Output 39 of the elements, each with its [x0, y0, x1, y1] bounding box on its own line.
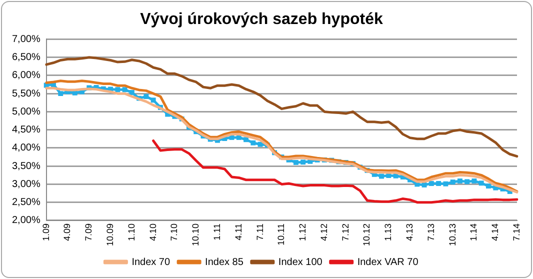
y-tick-label: 2,50%: [12, 197, 40, 208]
y-tick-label: 3,50%: [12, 160, 40, 172]
y-tick-label: 6,00%: [12, 70, 40, 82]
legend-label: Index 70: [132, 256, 170, 268]
x-tick-label: 4.12: [318, 223, 329, 242]
x-tick-label: 7.10: [169, 223, 180, 242]
y-tick-label: 4,00%: [12, 142, 40, 154]
legend-label: Index VAR 70: [357, 256, 419, 268]
y-tick-label: 7,00%: [12, 34, 40, 45]
x-tick-label: 10.12: [362, 223, 372, 246]
x-tick-label: 7.13: [426, 223, 436, 242]
y-tick-label: 3,00%: [12, 178, 40, 190]
y-tick-label: 6,50%: [12, 52, 40, 64]
x-tick-label: 7.11: [254, 223, 265, 240]
x-tick-label: 4.11: [233, 223, 244, 240]
y-tick-label: 5,50%: [12, 88, 40, 100]
x-tick-label: 4.09: [62, 223, 72, 242]
x-tick-label: 1.12: [298, 223, 308, 242]
x-tick-label: 10.10: [190, 223, 201, 246]
x-tick-label: 4.13: [404, 223, 415, 242]
x-tick-label: 7.14: [511, 223, 522, 242]
x-tick-label: 10.13: [447, 223, 458, 246]
x-tick-label: 7.09: [84, 223, 94, 242]
x-tick-label: 1.14: [468, 223, 479, 242]
x-tick-label: 4.14: [490, 223, 500, 242]
x-tick-label: 10.09: [105, 223, 116, 246]
x-tick-label: 10.11: [276, 223, 286, 246]
legend-label: Index 85: [205, 256, 244, 268]
y-tick-label: 4,50%: [12, 124, 40, 136]
x-tick-label: 1.09: [40, 223, 51, 242]
legend-label: Index 100: [278, 256, 323, 268]
x-tick-label: 1.13: [383, 223, 394, 242]
x-tick-label: 1.11: [212, 223, 222, 240]
y-tick-label: 5,00%: [12, 106, 40, 118]
x-tick-label: 7.12: [340, 223, 350, 242]
chart-title: Vývoj úrokových sazeb hypoték: [140, 11, 383, 28]
y-tick-label: 2,00%: [12, 215, 40, 226]
x-tick-label: 1.10: [126, 223, 136, 242]
x-tick-label: 4.10: [148, 223, 158, 242]
